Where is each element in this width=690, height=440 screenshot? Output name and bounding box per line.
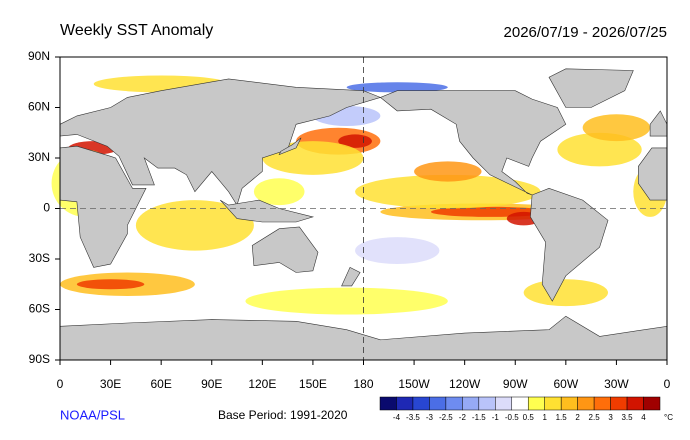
land (341, 266, 361, 287)
colorbar-label: -0.5 (505, 413, 519, 422)
lon-tick-label: 30W (604, 377, 629, 391)
land (548, 68, 634, 108)
colorbar-swatch (560, 396, 578, 411)
colorbar-swatch (396, 396, 414, 411)
anomaly-patch (245, 287, 448, 315)
colorbar-label: 3 (608, 413, 613, 422)
anomaly-patch (135, 200, 254, 251)
colorbar-label: -3.5 (406, 413, 420, 422)
lon-tick-label: 0 (57, 377, 64, 391)
source-label: NOAA/PSL (60, 407, 125, 422)
lat-tick-label: 30N (28, 150, 50, 164)
anomaly-patch (253, 178, 305, 206)
anomaly-patch (414, 161, 482, 182)
colorbar-label: -2 (459, 413, 467, 422)
base-period: Base Period: 1991-2020 (218, 408, 348, 422)
colorbar-label: -1 (492, 413, 500, 422)
land (379, 90, 567, 196)
colorbar-swatch (511, 396, 529, 411)
lon-tick-label: 150E (299, 377, 327, 391)
colorbar-swatch (495, 396, 513, 411)
colorbar-swatch (643, 396, 661, 411)
land (219, 199, 315, 223)
anomaly-patch (355, 174, 541, 209)
land (59, 78, 382, 206)
lon-tick-label: 120E (248, 377, 276, 391)
map-title: Weekly SST Anomaly (60, 22, 213, 39)
colorbar-label: 1.5 (556, 413, 568, 422)
date-range: 2026/07/19 - 2026/07/25 (504, 24, 667, 41)
colorbar-swatch (593, 396, 611, 411)
lat-tick-label: 30S (29, 251, 50, 265)
lat-tick-label: 60N (28, 100, 50, 114)
colorbar-label: -2.5 (439, 413, 453, 422)
anomaly-patch (76, 279, 145, 290)
colorbar-swatch (626, 396, 644, 411)
colorbar-label: -4 (393, 413, 401, 422)
colorbar-swatch (379, 396, 397, 411)
lon-tick-label: 0 (664, 377, 671, 391)
colorbar-label: 1 (542, 413, 547, 422)
colorbar-swatch (544, 396, 562, 411)
anomaly-patch (346, 82, 448, 93)
lon-tick-label: 30E (100, 377, 121, 391)
colorbar-label: 3.5 (621, 413, 633, 422)
anomaly-patch (523, 279, 608, 307)
anomaly-patch (582, 114, 651, 142)
colorbar-label: 0.5 (523, 413, 535, 422)
lon-tick-label: 60W (553, 377, 578, 391)
colorbar-swatch (462, 396, 480, 411)
colorbar-swatch (478, 396, 496, 411)
land (59, 145, 147, 268)
lon-tick-label: 90W (503, 377, 528, 391)
colorbar-swatch (577, 396, 595, 411)
colorbar-swatch (412, 396, 430, 411)
colorbar-label: -3 (426, 413, 434, 422)
lat-tick-label: 60S (29, 302, 50, 316)
lon-tick-label: 60E (150, 377, 171, 391)
land (278, 137, 302, 156)
lon-tick-label: 180 (353, 377, 373, 391)
map-area (51, 56, 668, 361)
lat-tick-label: 90S (29, 352, 50, 366)
colorbar-unit: °C (664, 413, 673, 422)
colorbar-label: 2.5 (589, 413, 601, 422)
colorbar-swatch (429, 396, 447, 411)
land (530, 187, 609, 302)
colorbar-swatch (527, 396, 545, 411)
lon-tick-label: 120W (449, 377, 481, 391)
anomaly-patch (557, 132, 642, 167)
land (649, 110, 668, 137)
lat-tick-label: 0 (43, 201, 50, 215)
colorbar-label: 4 (641, 413, 646, 422)
lat-tick-label: 90N (28, 49, 50, 63)
anomaly-patch (355, 237, 440, 265)
colorbar-label: -1.5 (472, 413, 486, 422)
lon-tick-label: 150W (398, 377, 430, 391)
colorbar-swatch (610, 396, 628, 411)
colorbar-swatch (445, 396, 463, 411)
lon-tick-label: 90E (201, 377, 222, 391)
land (251, 226, 319, 273)
colorbar-label: 2 (575, 413, 580, 422)
